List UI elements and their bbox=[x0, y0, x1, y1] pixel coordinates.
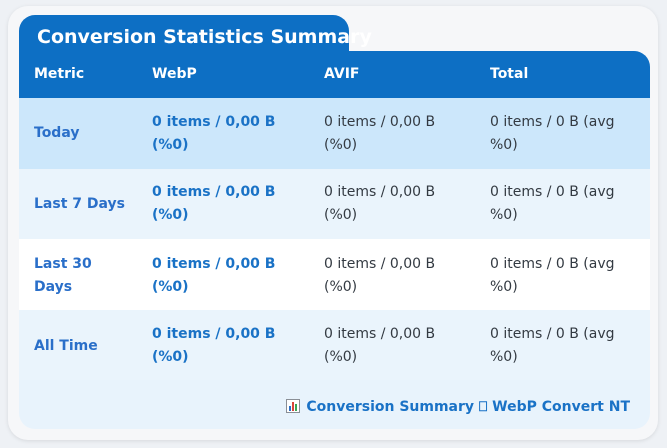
row-total: 0 items / 0 B (avg %0) bbox=[490, 256, 615, 295]
row-avif: 0 items / 0,00 B (%0) bbox=[324, 326, 436, 365]
row-metric: Last 30 Days bbox=[34, 256, 92, 295]
footer-text: Conversion Summary ⎕ WebP Convert NT bbox=[306, 399, 630, 415]
column-header-metric: Metric bbox=[34, 66, 85, 82]
row-webp: 0 items / 0,00 B (%0) bbox=[152, 114, 276, 153]
row-metric: Today bbox=[34, 125, 80, 141]
row-metric: Last 7 Days bbox=[34, 196, 125, 212]
row-webp: 0 items / 0,00 B (%0) bbox=[152, 256, 276, 295]
row-avif: 0 items / 0,00 B (%0) bbox=[324, 256, 436, 295]
column-header-total: Total bbox=[490, 66, 529, 82]
row-total: 0 items / 0 B (avg %0) bbox=[490, 326, 615, 365]
bar-chart-icon bbox=[286, 399, 301, 413]
row-avif: 0 items / 0,00 B (%0) bbox=[324, 114, 436, 153]
table-row: Today 0 items / 0,00 B (%0) 0 items / 0,… bbox=[19, 98, 650, 169]
row-metric: All Time bbox=[34, 338, 98, 354]
table-row: Last 30 Days 0 items / 0,00 B (%0) 0 ite… bbox=[19, 239, 650, 310]
table-row: All Time 0 items / 0,00 B (%0) 0 items /… bbox=[19, 310, 650, 380]
row-webp: 0 items / 0,00 B (%0) bbox=[152, 326, 276, 365]
row-total: 0 items / 0 B (avg %0) bbox=[490, 114, 615, 153]
table-row: Last 7 Days 0 items / 0,00 B (%0) 0 item… bbox=[19, 169, 650, 239]
row-webp: 0 items / 0,00 B (%0) bbox=[152, 184, 276, 223]
table-header: Metric WebP AVIF Total bbox=[19, 51, 650, 98]
row-total: 0 items / 0 B (avg %0) bbox=[490, 184, 615, 223]
stats-panel: Conversion Statistics Summary Metric Web… bbox=[19, 15, 650, 429]
footer-link[interactable]: Conversion Summary ⎕ WebP Convert NT bbox=[286, 399, 630, 415]
column-header-webp: WebP bbox=[152, 66, 197, 82]
row-avif: 0 items / 0,00 B (%0) bbox=[324, 184, 436, 223]
stats-table: Metric WebP AVIF Total Today 0 items / 0… bbox=[19, 51, 650, 429]
column-header-avif: AVIF bbox=[324, 66, 360, 82]
